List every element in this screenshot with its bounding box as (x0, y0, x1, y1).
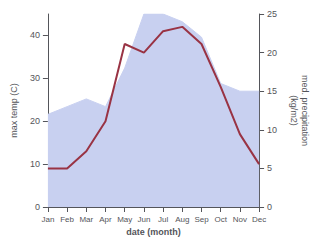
svg-text:Feb: Feb (60, 215, 74, 224)
svg-text:0: 0 (35, 202, 40, 212)
svg-text:Nov: Nov (233, 215, 247, 224)
svg-text:30: 30 (30, 73, 40, 83)
svg-text:20: 20 (267, 48, 277, 58)
svg-text:15: 15 (267, 86, 277, 96)
svg-text:25: 25 (267, 9, 277, 19)
svg-text:40: 40 (30, 30, 40, 40)
svg-text:20: 20 (30, 116, 40, 126)
svg-text:5: 5 (267, 163, 272, 173)
svg-text:Oct: Oct (214, 215, 227, 224)
svg-text:Jul: Jul (158, 215, 168, 224)
svg-text:Jan: Jan (41, 215, 54, 224)
svg-text:med. precipitation: med. precipitation (300, 75, 310, 146)
svg-text:Jun: Jun (137, 215, 150, 224)
svg-text:Aug: Aug (175, 215, 189, 224)
svg-text:Mar: Mar (79, 215, 93, 224)
svg-text:May: May (117, 215, 132, 224)
svg-text:Dec: Dec (252, 215, 266, 224)
svg-text:date (month): date (month) (126, 227, 181, 237)
svg-text:max temp (C): max temp (C) (9, 83, 19, 138)
svg-text:10: 10 (30, 159, 40, 169)
svg-text:0: 0 (267, 202, 272, 212)
svg-text:(kg/m2): (kg/m2) (289, 95, 299, 126)
svg-text:Apr: Apr (99, 215, 112, 224)
svg-text:10: 10 (267, 125, 277, 135)
svg-text:Sep: Sep (194, 215, 209, 224)
